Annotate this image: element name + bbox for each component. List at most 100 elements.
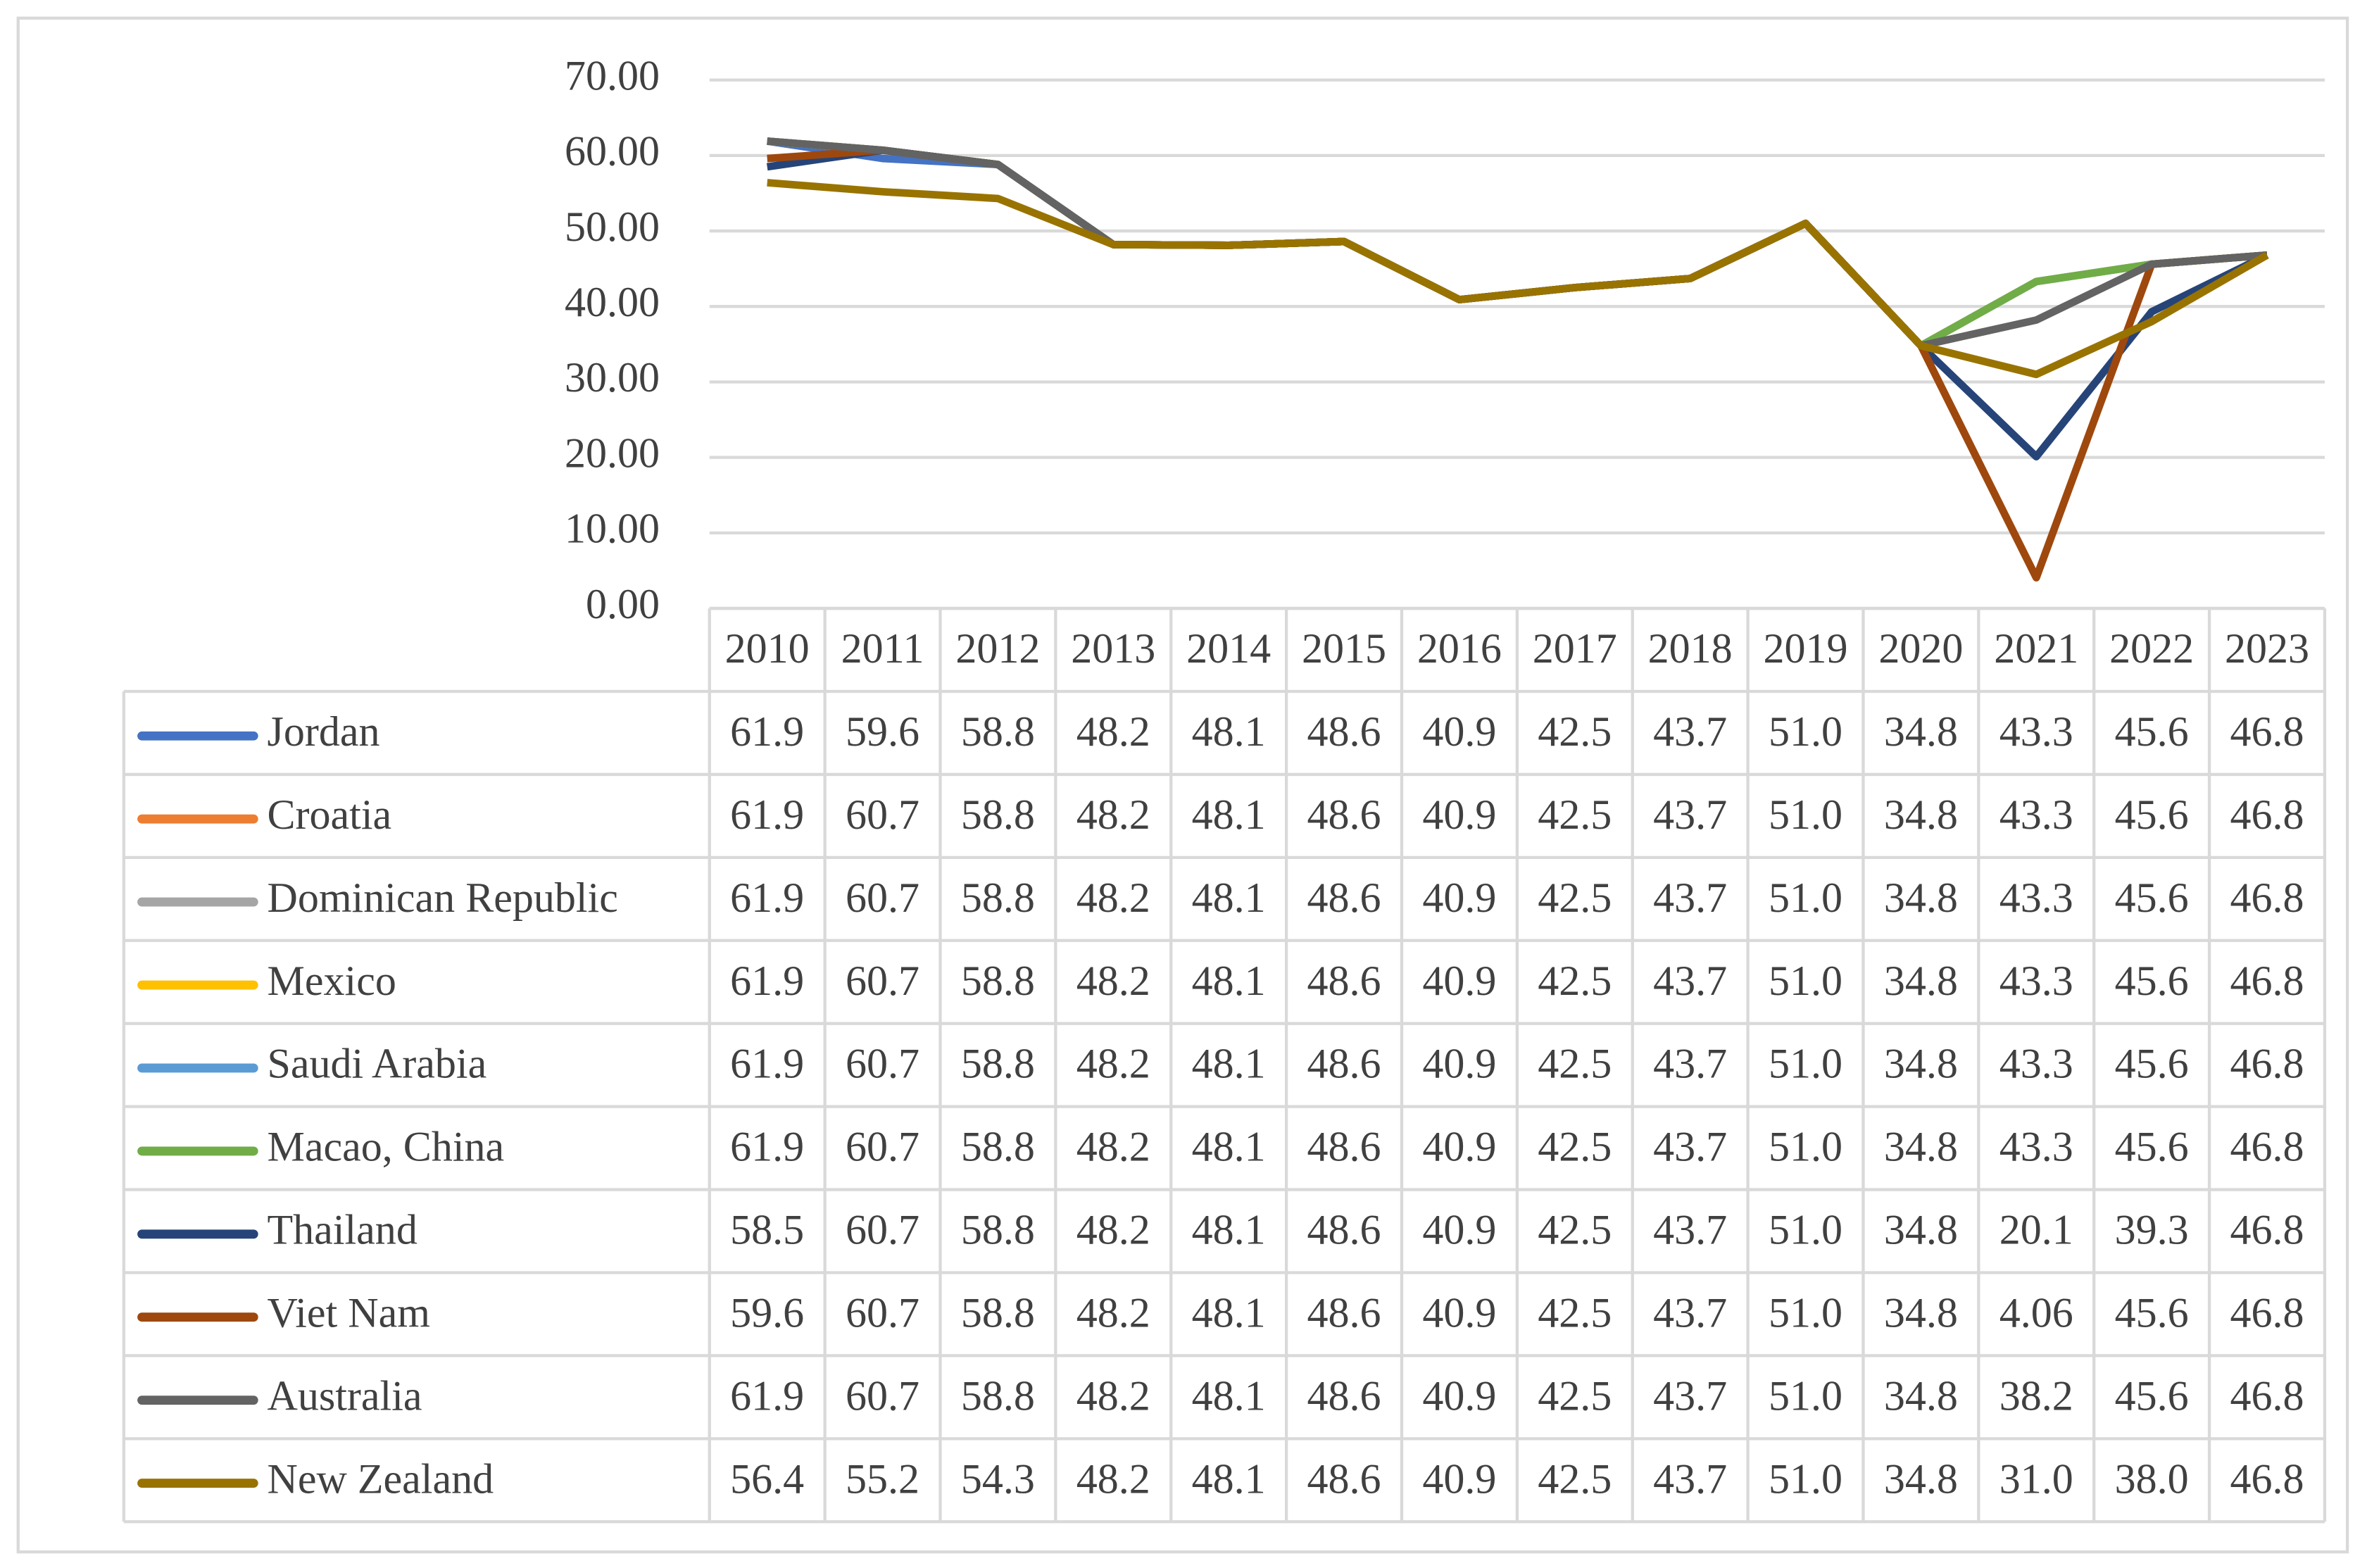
table-value: 48.1 [1192,958,1266,1004]
table-value: 60.7 [846,874,919,921]
x-tick-label: 2019 [1764,625,1848,672]
table-value: 48.2 [1076,1124,1150,1170]
table-value: 34.8 [1884,1041,1958,1087]
x-tick-label: 2017 [1533,625,1617,672]
table-value: 34.8 [1884,1455,1958,1502]
table-value: 34.8 [1884,708,1958,755]
table-value: 48.1 [1192,1041,1266,1087]
table-value: 43.3 [1999,874,2073,921]
table-value: 48.1 [1192,1124,1266,1170]
table-value: 40.9 [1422,708,1496,755]
table-value: 48.2 [1076,791,1150,838]
table-value: 45.6 [2115,1041,2189,1087]
x-tick-label: 2013 [1071,625,1155,672]
table-value: 51.0 [1769,1455,1842,1502]
table-value: 34.8 [1884,1372,1958,1419]
table-value: 40.9 [1422,1455,1496,1502]
y-tick-label: 0.00 [586,581,660,627]
legend-label: Saudi Arabia [268,1041,487,1087]
table-value: 43.3 [1999,791,2073,838]
table-value: 42.5 [1538,1372,1612,1419]
table-value: 43.7 [1653,958,1727,1004]
legend-label: Thailand [268,1207,417,1253]
table-value: 38.2 [1999,1372,2073,1419]
x-tick-label: 2020 [1878,625,1963,672]
table-value: 43.7 [1653,1372,1727,1419]
table-value: 58.5 [730,1207,804,1253]
table-value: 58.8 [961,791,1035,838]
table-value: 34.8 [1884,1290,1958,1336]
table-value: 45.6 [2115,708,2189,755]
table-value: 59.6 [846,708,919,755]
table-value: 55.2 [846,1455,919,1502]
table-value: 34.8 [1884,958,1958,1004]
table-value: 61.9 [730,1372,804,1419]
table-value: 48.2 [1076,874,1150,921]
table-value: 60.7 [846,1372,919,1419]
table-value: 46.8 [2230,708,2304,755]
table-value: 48.1 [1192,874,1266,921]
table-value: 42.5 [1538,1207,1612,1253]
legend-label: Macao, China [268,1124,505,1170]
table-value: 43.7 [1653,1290,1727,1336]
table-value: 60.7 [846,1290,919,1336]
table-value: 46.8 [2230,958,2304,1004]
table-value: 48.1 [1192,1455,1266,1502]
table-value: 42.5 [1538,791,1612,838]
table-value: 51.0 [1769,1207,1842,1253]
legend-label: Australia [268,1372,422,1419]
table-value: 51.0 [1769,1124,1842,1170]
table-value: 58.8 [961,1372,1035,1419]
table-value: 60.7 [846,1207,919,1253]
table-value: 58.8 [961,1124,1035,1170]
table-value: 60.7 [846,791,919,838]
legend-label: Mexico [268,958,396,1004]
table-value: 45.6 [2115,791,2189,838]
y-tick-label: 70.00 [565,52,660,99]
table-value: 43.7 [1653,1455,1727,1502]
table-value: 61.9 [730,791,804,838]
table-value: 43.7 [1653,708,1727,755]
table-value: 48.2 [1076,1207,1150,1253]
table-value: 48.1 [1192,708,1266,755]
table-value: 45.6 [2115,1124,2189,1170]
table-value: 40.9 [1422,1041,1496,1087]
x-tick-label: 2014 [1186,625,1271,672]
table-value: 40.9 [1422,1124,1496,1170]
table-value: 51.0 [1769,708,1842,755]
table-value: 43.3 [1999,958,2073,1004]
table-value: 40.9 [1422,958,1496,1004]
table-value: 60.7 [846,1041,919,1087]
table-value: 39.3 [2115,1207,2189,1253]
y-tick-label: 40.00 [565,279,660,325]
table-value: 48.6 [1307,1455,1381,1502]
table-value: 46.8 [2230,791,2304,838]
table-value: 43.7 [1653,1041,1727,1087]
x-tick-label: 2016 [1417,625,1502,672]
table-value: 40.9 [1422,874,1496,921]
table-value: 43.3 [1999,1041,2073,1087]
table-value: 58.8 [961,1041,1035,1087]
table-value: 48.2 [1076,1455,1150,1502]
table-value: 43.7 [1653,791,1727,838]
table-value: 46.8 [2230,1207,2304,1253]
table-value: 48.2 [1076,1041,1150,1087]
y-tick-label: 60.00 [565,128,660,175]
y-tick-label: 50.00 [565,203,660,250]
x-tick-label: 2011 [841,625,924,672]
table-value: 38.0 [2115,1455,2189,1502]
table-value: 61.9 [730,958,804,1004]
table-value: 58.8 [961,874,1035,921]
table-value: 42.5 [1538,958,1612,1004]
table-value: 43.7 [1653,874,1727,921]
y-tick-label: 30.00 [565,354,660,401]
x-tick-label: 2012 [955,625,1040,672]
table-value: 60.7 [846,958,919,1004]
table-value: 58.8 [961,958,1035,1004]
table-value: 45.6 [2115,1372,2189,1419]
table-value: 40.9 [1422,1372,1496,1419]
table-value: 54.3 [961,1455,1035,1502]
table-value: 61.9 [730,1041,804,1087]
table-value: 56.4 [730,1455,804,1502]
